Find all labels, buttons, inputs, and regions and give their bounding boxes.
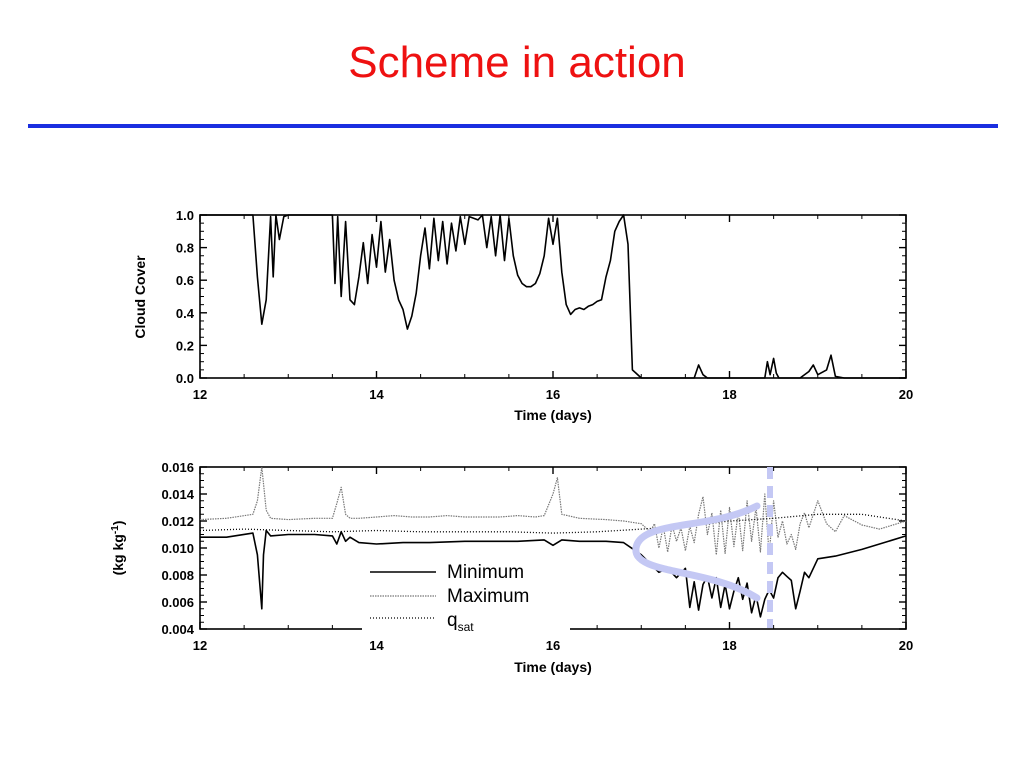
y-tick-label: 0.4 <box>176 306 195 321</box>
y-tick-label: 0.8 <box>176 241 194 256</box>
legend-label-maximum: Maximum <box>447 586 529 607</box>
x-tick-label: 12 <box>193 638 207 653</box>
y-tick-label: 0.006 <box>161 595 194 610</box>
y-axis-label: (kg kg-1) <box>110 521 126 576</box>
legend-label-qsat-main: q <box>447 610 458 631</box>
x-tick-label: 20 <box>899 638 913 653</box>
y-tick-label: 0.010 <box>161 541 194 556</box>
x-tick-label: 18 <box>722 638 736 653</box>
y-tick-label: 0.014 <box>161 487 194 502</box>
x-axis-label: Time (days) <box>514 407 592 423</box>
x-tick-label: 14 <box>369 638 384 653</box>
legend: Minimum Maximum qsat <box>362 558 570 634</box>
y-tick-label: 0.008 <box>161 568 194 583</box>
y-tick-label: 0.004 <box>161 622 194 637</box>
title-divider <box>28 124 998 128</box>
cloud-cover-chart: 12 14 16 18 20 0.0 0.2 0.4 0.6 0.8 1.0 Time (days)… <box>132 208 913 423</box>
series-line-maximum <box>199 466 907 556</box>
y-tick-label: 0.2 <box>176 338 194 353</box>
x-tick-label: 16 <box>546 387 560 402</box>
y-axis-label-exp: -1 <box>110 525 121 534</box>
y-tick-label: 0.6 <box>176 273 194 288</box>
series-line <box>200 214 906 379</box>
y-axis-label-main: (kg kg <box>110 534 126 575</box>
slide-title: Scheme in action <box>348 38 686 87</box>
x-tick-label: 14 <box>369 387 384 402</box>
x-tick-label: 18 <box>722 387 736 402</box>
y-tick-label: 0.012 <box>161 514 194 529</box>
x-tick-label: 12 <box>193 387 207 402</box>
y-axis-label-close: ) <box>110 521 126 526</box>
x-axis-label: Time (days) <box>514 659 592 675</box>
legend-label-qsat: qsat <box>447 610 474 634</box>
y-tick-label: 0.0 <box>176 371 194 386</box>
legend-label-qsat-sub: sat <box>458 620 475 634</box>
series-line-qsat <box>199 513 907 534</box>
y-axis-label: Cloud Cover <box>132 255 148 339</box>
highlight-curve <box>632 502 761 602</box>
x-tick-label: 20 <box>899 387 913 402</box>
humidity-chart: 12 14 16 18 20 0.004 0.006 0.008 0.010 0.012 0.014… <box>110 460 913 675</box>
legend-label-minimum: Minimum <box>447 562 524 583</box>
highlight-annotation <box>632 467 773 628</box>
legend-box <box>362 558 570 634</box>
y-tick-label: 1.0 <box>176 208 194 223</box>
x-tick-label: 16 <box>546 638 560 653</box>
y-tick-label: 0.016 <box>161 460 194 475</box>
series-line-minimum <box>200 529 907 618</box>
plot-frame <box>199 214 907 379</box>
